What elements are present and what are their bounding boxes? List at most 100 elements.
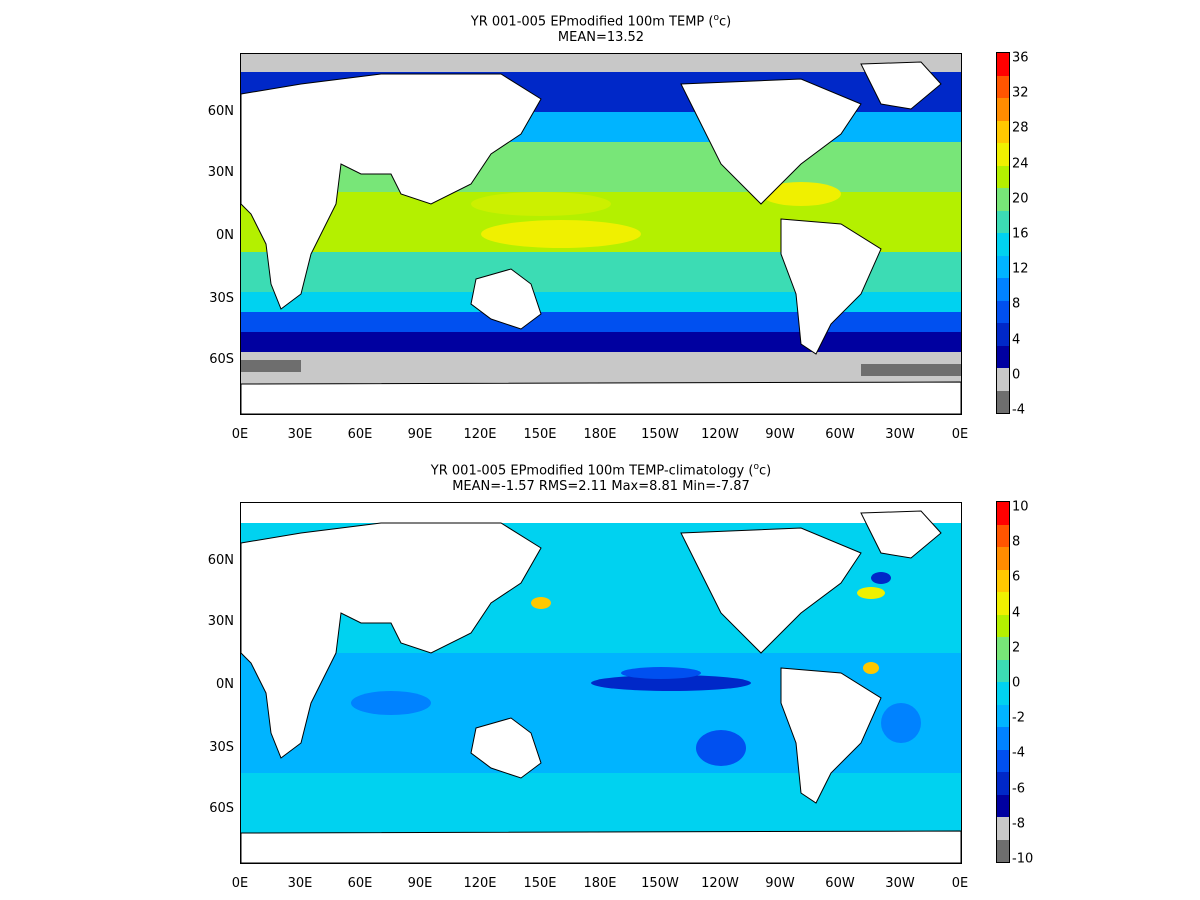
panel1-xtick: 90W [765,427,795,442]
colorbar-tick-label: 6 [1012,569,1021,585]
colorbar-segment [997,637,1009,660]
colorbar-segment [997,682,1009,705]
colorbar-tick-label: -10 [1012,851,1034,867]
panel2-map [240,502,962,864]
panel1-title-unit: c) [718,14,732,30]
panel2-xtick: 180E [583,876,617,891]
panel2-xtick: 90E [407,876,433,891]
colorbar-tick-label: -4 [1012,402,1025,418]
colorbar-tick-label: 0 [1012,367,1021,383]
panel2-xtick: 60W [825,876,855,891]
panel1-title-text: YR 001-005 EPmodified 100m TEMP ( [470,14,714,30]
colorbar-segment [997,839,1009,862]
panel1-xtick: 60E [347,427,373,442]
colorbar-tick-label: 10 [1012,499,1029,515]
panel1-ytick: 30S [209,291,234,306]
colorbar-segment [997,188,1009,211]
colorbar-tick-label: 24 [1012,156,1029,172]
colorbar-tick-label: 8 [1012,534,1021,550]
panel1-ytick: 60S [209,352,234,367]
panel1-title-sup: o [713,13,719,23]
colorbar-segment [997,569,1009,592]
colorbar-tick-label: 4 [1012,605,1021,621]
colorbar-tick-label: -2 [1012,710,1025,726]
panel2-title: YR 001-005 EPmodified 100m TEMP-climatol… [240,459,962,479]
panel2-ytick: 0N [216,677,234,692]
colorbar-segment [997,165,1009,188]
panel2-title-sup: o [753,462,759,472]
colorbar-segment [997,368,1009,391]
panel2-xtick: 90W [765,876,795,891]
panel2-ytick: 30N [207,614,234,629]
colorbar-tick-label: 0 [1012,675,1021,691]
panel2-xtick: 0E [951,876,969,891]
colorbar-segment [997,727,1009,750]
panel1-xtick: 0E [951,427,969,442]
panel2-ytick: 60N [207,553,234,568]
colorbar-segment [997,300,1009,323]
panel1-map-svg [241,54,961,414]
colorbar-segment [997,524,1009,547]
panel1-xtick: 150E [523,427,557,442]
panel1-xtick: 30E [287,427,313,442]
panel2-xtick: 120E [463,876,497,891]
panel1-xtick: 180E [583,427,617,442]
panel1-xtick: 0E [231,427,249,442]
colorbar-tick-label: 36 [1012,50,1029,66]
panel1-xtick: 30W [885,427,915,442]
panel1-map [240,53,962,415]
colorbar-segment [997,659,1009,682]
panel1-subtitle: MEAN=13.52 [557,30,645,45]
colorbar-tick-label: 8 [1012,296,1021,312]
colorbar-segment [997,120,1009,143]
colorbar-tick-label: 20 [1012,191,1029,207]
panel2-subtitle: MEAN=-1.57 RMS=2.11 Max=8.81 Min=-7.87 [452,479,750,494]
colorbar-tick-label: 28 [1012,120,1029,136]
panel1-colorbar [996,52,1010,414]
panel1-xtick: 150W [641,427,679,442]
colorbar-segment [997,502,1009,525]
colorbar-segment [997,345,1009,368]
colorbar-segment [997,772,1009,795]
colorbar-segment [997,233,1009,256]
colorbar-segment [997,75,1009,98]
panel1-ytick: 0N [216,228,234,243]
panel2-xtick: 30E [287,876,313,891]
panel2-xtick: 0E [231,876,249,891]
panel2-title-text: YR 001-005 EPmodified 100m TEMP-climatol… [430,463,754,479]
colorbar-tick-label: 16 [1012,226,1029,242]
colorbar-segment [997,749,1009,772]
colorbar-segment [997,53,1009,76]
panel2-title-unit: c) [758,463,772,479]
panel2-map-svg [241,503,961,863]
panel1-title: YR 001-005 EPmodified 100m TEMP (oc) [240,10,962,30]
colorbar-tick-label: 32 [1012,85,1029,101]
panel2-xtick: 150E [523,876,557,891]
panel1-ytick: 60N [207,104,234,119]
colorbar-segment [997,794,1009,817]
colorbar-segment [997,592,1009,615]
panel1-xtick: 120E [463,427,497,442]
colorbar-segment [997,278,1009,301]
panel2-xtick: 30W [885,876,915,891]
colorbar-segment [997,210,1009,233]
colorbar-segment [997,143,1009,166]
colorbar-tick-label: 4 [1012,332,1021,348]
colorbar-tick-label: -4 [1012,745,1025,761]
colorbar-segment [997,98,1009,121]
colorbar-tick-label: 2 [1012,640,1021,656]
colorbar-segment [997,255,1009,278]
panel2-colorbar [996,501,1010,863]
colorbar-segment [997,547,1009,570]
colorbar-segment [997,323,1009,346]
panel2-ytick: 60S [209,801,234,816]
colorbar-tick-label: 12 [1012,261,1029,277]
panel2-xtick: 150W [641,876,679,891]
colorbar-segment [997,817,1009,840]
panel1-ytick: 30N [207,165,234,180]
colorbar-segment [997,390,1009,413]
colorbar-segment [997,704,1009,727]
panel1-xtick: 120W [701,427,739,442]
colorbar-tick-label: -6 [1012,781,1025,797]
colorbar-segment [997,614,1009,637]
